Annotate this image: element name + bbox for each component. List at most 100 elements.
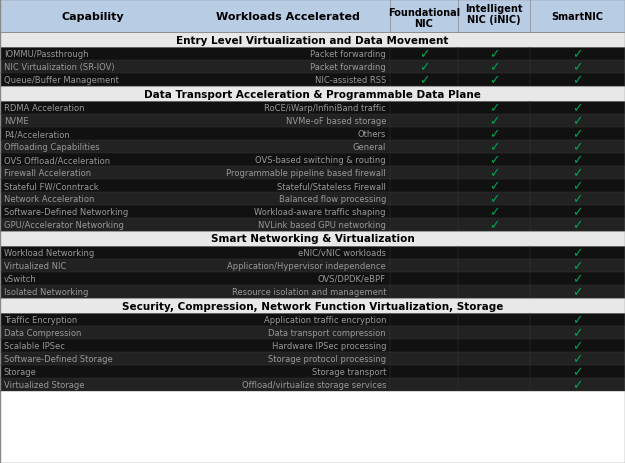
Text: ✓: ✓ — [572, 128, 582, 141]
Text: Entry Level Virtualization and Data Movement: Entry Level Virtualization and Data Move… — [176, 36, 449, 45]
Text: SmartNIC: SmartNIC — [551, 12, 604, 21]
Text: Storage protocol processing: Storage protocol processing — [268, 354, 386, 363]
Text: Virtualized NIC: Virtualized NIC — [4, 262, 66, 270]
Text: eNIC/vNIC workloads: eNIC/vNIC workloads — [298, 249, 386, 257]
Bar — [0, 102, 625, 115]
Bar — [0, 365, 625, 378]
Text: RDMA Acceleration: RDMA Acceleration — [4, 104, 84, 113]
Bar — [0, 154, 625, 167]
Bar — [0, 391, 625, 463]
Bar — [0, 206, 625, 219]
Text: Packet forwarding: Packet forwarding — [310, 50, 386, 59]
Text: Programmable pipeline based firewall: Programmable pipeline based firewall — [226, 169, 386, 178]
Text: ✓: ✓ — [419, 61, 429, 74]
Text: ✓: ✓ — [572, 61, 582, 74]
Text: Workload-aware traffic shaping: Workload-aware traffic shaping — [254, 207, 386, 217]
Text: ✓: ✓ — [489, 206, 499, 219]
Text: Others: Others — [357, 130, 386, 139]
Text: Application traffic encryption: Application traffic encryption — [264, 315, 386, 324]
Text: NIC: NIC — [414, 19, 434, 29]
Text: ✓: ✓ — [572, 102, 582, 115]
Text: Foundational: Foundational — [388, 7, 460, 18]
Text: ✓: ✓ — [489, 193, 499, 206]
Text: Application/Hypervisor independence: Application/Hypervisor independence — [228, 262, 386, 270]
Text: IOMMU/Passthrough: IOMMU/Passthrough — [4, 50, 89, 59]
Bar — [0, 0, 625, 33]
Text: ✓: ✓ — [572, 141, 582, 154]
Text: ✓: ✓ — [489, 128, 499, 141]
Text: ✓: ✓ — [489, 219, 499, 232]
Bar — [0, 246, 625, 259]
Bar — [0, 167, 625, 180]
Text: ✓: ✓ — [572, 167, 582, 180]
Text: Security, Compression, Network Function Virtualization, Storage: Security, Compression, Network Function … — [122, 301, 503, 311]
Text: ✓: ✓ — [489, 141, 499, 154]
Text: ✓: ✓ — [572, 48, 582, 61]
Text: Data Compression: Data Compression — [4, 328, 81, 337]
Text: Firewall Acceleration: Firewall Acceleration — [4, 169, 91, 178]
Text: ✓: ✓ — [572, 246, 582, 259]
Text: ✓: ✓ — [489, 154, 499, 167]
Text: ✓: ✓ — [572, 115, 582, 128]
Text: Capability: Capability — [61, 12, 124, 21]
Bar — [0, 326, 625, 339]
Text: Stateful FW/Conntrack: Stateful FW/Conntrack — [4, 181, 99, 191]
Text: NVMe-oF based storage: NVMe-oF based storage — [286, 117, 386, 126]
Text: ✓: ✓ — [489, 74, 499, 87]
Text: NVLink based GPU networking: NVLink based GPU networking — [258, 220, 386, 230]
Text: NIC Virtualization (SR-IOV): NIC Virtualization (SR-IOV) — [4, 63, 114, 72]
Text: ✓: ✓ — [572, 180, 582, 193]
Text: ✓: ✓ — [419, 48, 429, 61]
Text: ✓: ✓ — [572, 193, 582, 206]
Text: NIC (iNIC): NIC (iNIC) — [468, 15, 521, 25]
Text: Software-Defined Networking: Software-Defined Networking — [4, 207, 128, 217]
Text: OVS-based switching & routing: OVS-based switching & routing — [256, 156, 386, 165]
Bar — [0, 74, 625, 87]
Text: Intelligent: Intelligent — [465, 4, 522, 14]
Text: Scalable IPSec: Scalable IPSec — [4, 341, 65, 350]
Bar — [0, 33, 625, 48]
Text: RoCE/iWarp/InfiniBand traffic: RoCE/iWarp/InfiniBand traffic — [264, 104, 386, 113]
Text: ✓: ✓ — [572, 272, 582, 285]
Text: Software-Defined Storage: Software-Defined Storage — [4, 354, 112, 363]
Text: Resource isolation and management: Resource isolation and management — [231, 288, 386, 296]
Bar — [0, 339, 625, 352]
Text: Virtualized Storage: Virtualized Storage — [4, 380, 84, 389]
Bar — [0, 141, 625, 154]
Text: ✓: ✓ — [489, 61, 499, 74]
Text: ✓: ✓ — [572, 206, 582, 219]
Text: ✓: ✓ — [572, 352, 582, 365]
Text: Storage: Storage — [4, 367, 37, 376]
Text: Workload Networking: Workload Networking — [4, 249, 94, 257]
Bar — [0, 180, 625, 193]
Text: Packet forwarding: Packet forwarding — [310, 63, 386, 72]
Bar — [0, 219, 625, 232]
Text: vSwitch: vSwitch — [4, 275, 37, 283]
Text: ✓: ✓ — [489, 180, 499, 193]
Bar — [0, 285, 625, 298]
Text: ✓: ✓ — [489, 167, 499, 180]
Text: ✓: ✓ — [572, 326, 582, 339]
Bar — [0, 378, 625, 391]
Text: ✓: ✓ — [489, 115, 499, 128]
Text: Smart Networking & Virtualization: Smart Networking & Virtualization — [211, 234, 414, 244]
Bar — [0, 298, 625, 313]
Bar — [0, 232, 625, 246]
Text: ✓: ✓ — [572, 259, 582, 272]
Text: General: General — [352, 143, 386, 152]
Text: ✓: ✓ — [489, 102, 499, 115]
Bar — [0, 313, 625, 326]
Bar — [0, 87, 625, 102]
Text: Stateful/Stateless Firewall: Stateful/Stateless Firewall — [277, 181, 386, 191]
Text: NIC-assisted RSS: NIC-assisted RSS — [315, 76, 386, 85]
Text: Isolated Networking: Isolated Networking — [4, 288, 88, 296]
Text: Storage transport: Storage transport — [312, 367, 386, 376]
Text: Workloads Accelerated: Workloads Accelerated — [216, 12, 359, 21]
Text: ✓: ✓ — [572, 285, 582, 298]
Text: OVS Offload/Acceleration: OVS Offload/Acceleration — [4, 156, 110, 165]
Text: P4/Acceleration: P4/Acceleration — [4, 130, 70, 139]
Text: ✓: ✓ — [419, 74, 429, 87]
Bar — [0, 128, 625, 141]
Text: Queue/Buffer Management: Queue/Buffer Management — [4, 76, 119, 85]
Text: ✓: ✓ — [572, 154, 582, 167]
